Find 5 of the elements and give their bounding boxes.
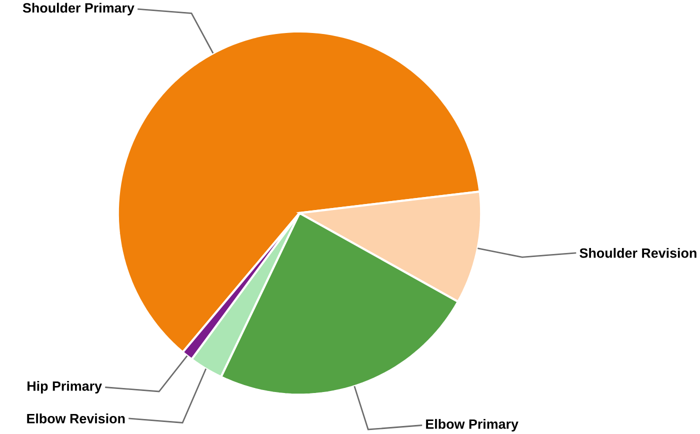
slice-label: Shoulder Revision: [580, 248, 696, 258]
slice-label: Elbow Revision: [27, 413, 125, 424]
slice-label: Elbow Primary: [426, 418, 518, 432]
slice-label: Shoulder Primary: [22, 2, 134, 16]
slice-label: Hip Primary: [28, 380, 102, 394]
